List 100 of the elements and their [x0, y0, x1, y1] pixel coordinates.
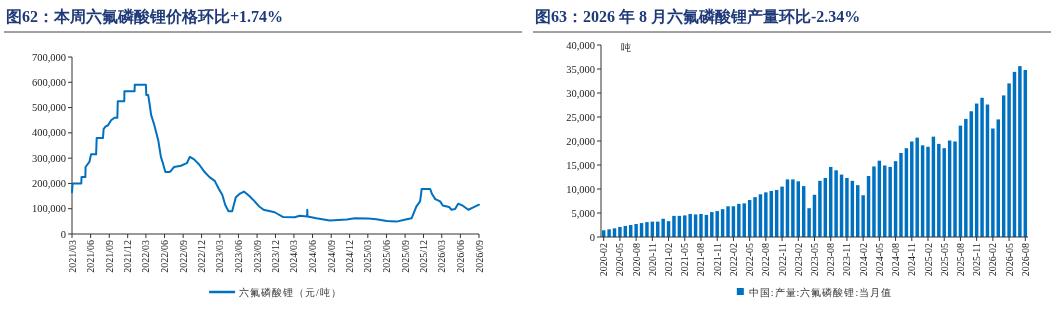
y-tick-label: 30,000: [566, 87, 595, 99]
bar: [699, 213, 703, 237]
x-tick-label: 2022-08: [760, 243, 772, 277]
x-tick-label: 2025-08: [954, 243, 966, 277]
y-tick-label: 100,000: [31, 203, 66, 215]
x-tick-label: 2023/03: [214, 240, 226, 273]
x-tick-label: 2024-02: [857, 243, 869, 277]
x-tick-label: 2022/12: [196, 240, 208, 273]
x-tick-label: 2025-02: [922, 243, 934, 277]
bar: [645, 222, 649, 237]
y-tick-label: 10,000: [566, 183, 595, 195]
bar: [991, 128, 995, 237]
bar: [634, 224, 638, 237]
x-tick-label: 2020-02: [598, 243, 610, 277]
x-tick-label: 2024/06: [307, 240, 319, 273]
x-tick-label: 2022-05: [744, 243, 756, 277]
bar: [726, 206, 730, 237]
x-tick-label: 2023/09: [251, 240, 263, 273]
y-tick-label: 200,000: [31, 177, 66, 189]
x-tick-label: 2025/09: [399, 240, 411, 273]
legend: 六氟磷酸锂（元/吨）: [209, 286, 342, 298]
bar: [661, 218, 665, 237]
bar: [899, 153, 903, 237]
x-tick-label: 2026-05: [1003, 243, 1015, 277]
x-tick-label: 2021-11: [711, 243, 723, 276]
y-tick-label: 400,000: [31, 127, 66, 139]
x-tick-label: 2024-05: [873, 243, 885, 277]
bar: [737, 203, 741, 237]
y-tick-label: 5,000: [571, 207, 595, 219]
x-tick-label: 2021/06: [85, 240, 97, 273]
legend: 中国:产量:六氟磷酸锂:当月值: [736, 286, 893, 298]
x-tick-label: 2022-02: [727, 243, 739, 277]
y-tick-label: 35,000: [566, 63, 595, 75]
bar: [618, 226, 622, 237]
y-tick-label: 300,000: [31, 152, 66, 164]
bar: [818, 180, 822, 237]
bar: [791, 179, 795, 237]
x-tick-label: 2025/03: [362, 240, 374, 273]
x-tick-label: 2024/12: [344, 240, 356, 273]
bar: [807, 208, 811, 237]
bar: [980, 97, 984, 237]
x-tick-label: 2024-08: [890, 243, 902, 277]
y-tick-label: 500,000: [31, 102, 66, 114]
bar: [1007, 83, 1011, 237]
x-tick-label: 2025/06: [380, 240, 392, 273]
x-tick-label: 2024-11: [906, 243, 918, 276]
bar: [1018, 66, 1022, 237]
y-tick-label: 700,000: [31, 51, 66, 63]
x-tick-label: 2024/09: [325, 240, 337, 273]
y-tick-label: 0: [589, 231, 595, 243]
x-tick-label: 2022/09: [177, 240, 189, 273]
bar: [834, 170, 838, 237]
x-tick-label: 2024/03: [288, 240, 300, 273]
x-tick-label: 2020-11: [646, 243, 658, 276]
y-tick-label: 15,000: [566, 159, 595, 171]
x-tick-label: 2022/06: [159, 240, 171, 273]
y-tick-label: 25,000: [566, 111, 595, 123]
x-tick-label: 2025-11: [971, 243, 983, 276]
x-tick-label: 2021/03: [66, 240, 78, 273]
y-axis-title: 吨: [621, 42, 631, 53]
x-tick-label: 2023-11: [841, 243, 853, 276]
x-tick-label: 2026/06: [454, 240, 466, 273]
x-tick-label: 2026-08: [1019, 243, 1031, 277]
y-tick-label: 600,000: [31, 76, 66, 88]
x-tick-label: 2021-05: [679, 243, 691, 277]
x-tick-label: 2026/03: [436, 240, 448, 273]
legend-label: 六氟磷酸锂（元/吨）: [239, 286, 342, 298]
bar: [780, 186, 784, 237]
bar: [953, 141, 957, 237]
bar: [861, 195, 865, 237]
line-series: [71, 83, 480, 223]
chart-title: 图62：本周六氟磷酸锂价格环比+1.74%: [6, 8, 284, 25]
x-tick-label: 2023-08: [825, 243, 837, 277]
bar: [926, 146, 930, 237]
bar: [672, 215, 676, 237]
x-tick-label: 2021-02: [663, 243, 675, 277]
y-tick-label: 20,000: [566, 135, 595, 147]
x-tick-label: 2022/03: [140, 240, 152, 273]
bar: [607, 229, 611, 237]
x-tick-label: 2025/12: [418, 240, 430, 273]
bar: [964, 118, 968, 237]
y-tick-label: 0: [60, 228, 66, 240]
x-tick-label: 2023/06: [232, 240, 244, 273]
x-tick-label: 2020-08: [630, 243, 642, 277]
x-tick-label: 2023/12: [270, 240, 281, 273]
bar: [753, 197, 757, 237]
x-tick-label: 2023-02: [792, 243, 804, 277]
x-tick-label: 2023-05: [809, 243, 820, 277]
x-tick-label: 2026-02: [987, 243, 999, 277]
x-tick-label: 2025-05: [938, 243, 950, 277]
bar: [845, 177, 849, 237]
bar: [764, 192, 768, 237]
x-tick-label: 2020-05: [614, 243, 626, 277]
y-tick-label: 40,000: [566, 39, 595, 51]
bar: [872, 166, 876, 237]
x-tick-label: 2026/09: [473, 240, 485, 273]
x-tick-label: 2021-08: [695, 243, 707, 277]
x-tick-label: 2022-11: [776, 243, 788, 276]
x-tick-label: 2021/12: [122, 240, 134, 273]
chart-title: 图63：2026 年 8 月六氟磷酸锂产量环比-2.34%: [535, 8, 861, 25]
